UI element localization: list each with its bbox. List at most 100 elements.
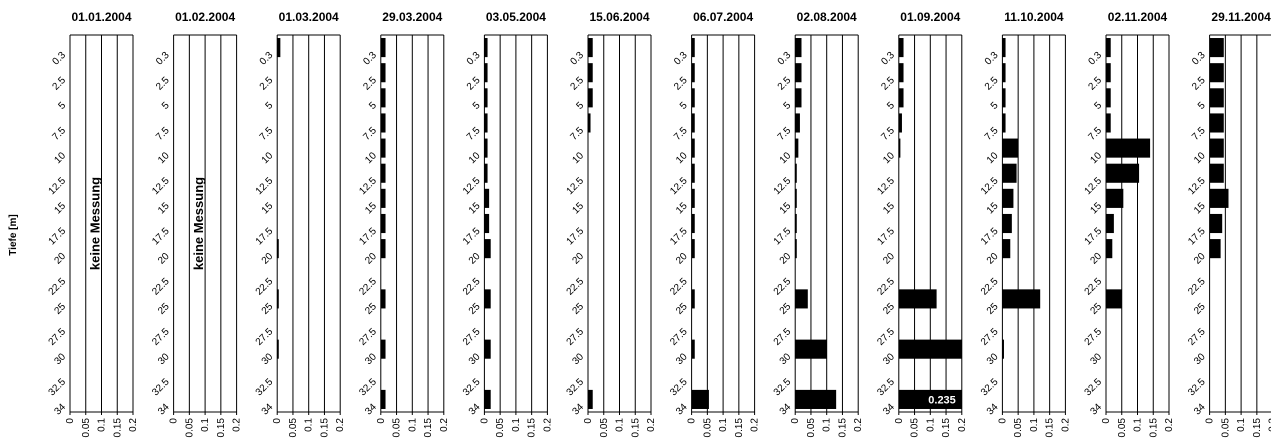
y-tick-label: 2.5 [465,75,483,93]
y-tick-label: 7.5 [465,125,483,143]
y-tick-label: 32.5 [979,376,1001,398]
bar [1002,339,1004,359]
y-tick-label: 30 [260,351,276,367]
y-tick-label: 7.5 [879,125,897,143]
bar [588,88,593,108]
x-tick-label: 0.05 [288,418,299,438]
x-tick-label: 0.2 [957,418,968,432]
panel-title: 01.03.2004 [279,10,339,24]
y-tick-label: 32.5 [1083,376,1105,398]
bar [898,88,904,108]
y-tick-label: 34 [52,401,68,417]
y-tick-label: 5 [264,100,276,112]
y-tick-label: 30 [1088,351,1104,367]
y-tick-label: 15 [52,200,68,216]
x-tick-label: 0.2 [1060,418,1071,432]
y-tick-label: 32.5 [150,376,172,398]
y-tick-label: 0.3 [569,50,587,68]
x-tick-label: 0 [169,418,180,424]
y-tick-label: 22.5 [772,276,794,298]
y-tick-label: 30 [778,351,794,367]
bar [898,38,904,58]
y-tick-label: 12.5 [979,175,1001,197]
y-tick-label: 7.5 [1087,125,1105,143]
bar [484,63,488,83]
x-tick-label: 0.05 [81,418,92,438]
bar [691,339,695,359]
bar [1106,113,1111,133]
bar [898,138,901,158]
bar [380,63,386,83]
y-tick-label: 27.5 [772,326,794,348]
x-tick-label: 0.2 [542,418,553,432]
bar [691,213,695,234]
bar [1209,239,1221,259]
bar [1002,239,1011,259]
bar [1106,289,1122,309]
x-tick-label: 0.1 [615,418,626,432]
bar [898,63,904,83]
y-tick-label: 30 [570,351,586,367]
y-tick-label: 0.3 [672,50,690,68]
bar [795,289,808,309]
bar [484,113,488,133]
x-tick-label: 0.05 [806,418,817,438]
y-tick-label: 25 [674,301,690,317]
y-tick-label: 30 [985,351,1001,367]
bar [380,88,386,108]
y-tick-label: 2.5 [361,75,379,93]
x-tick-label: 0.05 [392,418,403,438]
y-tick-label: 34 [1088,401,1104,417]
y-tick-label: 32.5 [254,376,276,398]
x-tick-label: 0.15 [1148,418,1159,438]
bar [691,389,709,409]
y-tick-label: 17.5 [979,226,1001,248]
bar [691,163,695,183]
x-tick-label: 0.15 [112,418,123,438]
y-tick-label: 25 [1088,301,1104,317]
y-tick-label: 22.5 [979,276,1001,298]
y-tick-label: 17.5 [47,226,69,248]
bar [1002,289,1041,309]
x-tick-label: 0.15 [941,418,952,438]
y-tick-label: 20 [156,251,172,267]
y-tick-label: 27.5 [461,326,483,348]
y-tick-label: 2.5 [51,75,69,93]
y-tick-label: 32.5 [565,376,587,398]
y-tick-label: 20 [467,251,483,267]
y-tick-label: 25 [881,301,897,317]
bar [691,63,695,83]
y-tick-label: 27.5 [254,326,276,348]
x-tick-label: 0 [1205,418,1216,424]
bar [1209,213,1223,234]
y-tick-label: 27.5 [875,326,897,348]
y-tick-label: 0.3 [258,50,276,68]
y-tick-label: 0.3 [776,50,794,68]
x-tick-label: 0 [272,418,283,424]
y-tick-label: 5 [782,100,794,112]
x-tick-label: 0.15 [1252,418,1263,438]
panel-title: 02.11.2004 [1108,10,1168,24]
y-tick-label: 5 [678,100,690,112]
y-tick-label: 5 [989,100,1001,112]
x-tick-label: 0.2 [128,418,139,432]
bar [1209,138,1224,158]
bar [1106,213,1114,234]
y-tick-label: 5 [574,100,586,112]
annotation: keine Messung [88,177,103,270]
bar [691,239,695,259]
bar [484,239,491,259]
panel-title: 29.03.2004 [382,10,442,24]
bar [380,339,386,359]
y-tick-label: 5 [160,100,172,112]
x-tick-label: 0.1 [511,418,522,432]
x-tick-label: 0.05 [702,418,713,438]
y-tick-label: 25 [52,301,68,317]
panel-title: 15.06.2004 [589,10,649,24]
bar [1002,213,1012,234]
y-tick-label: 2.5 [983,75,1001,93]
x-tick-label: 0.2 [750,418,761,432]
x-tick-label: 0.15 [423,418,434,438]
y-tick-label: 22.5 [1186,276,1208,298]
y-tick-label: 7.5 [258,125,276,143]
